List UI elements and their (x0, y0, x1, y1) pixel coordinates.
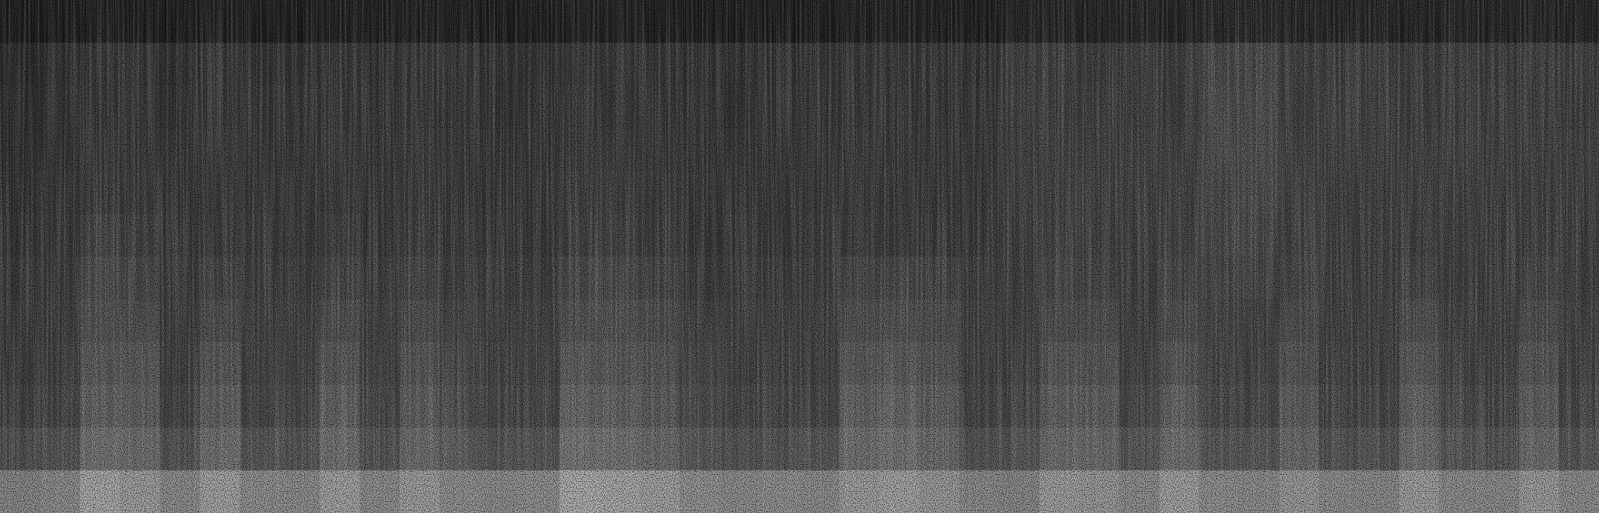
texture-streaks (0, 0, 1599, 513)
root (0, 0, 1599, 513)
plot-area (0, 0, 1599, 513)
spectrogram (0, 0, 1599, 513)
texture-speckle (0, 0, 1599, 513)
